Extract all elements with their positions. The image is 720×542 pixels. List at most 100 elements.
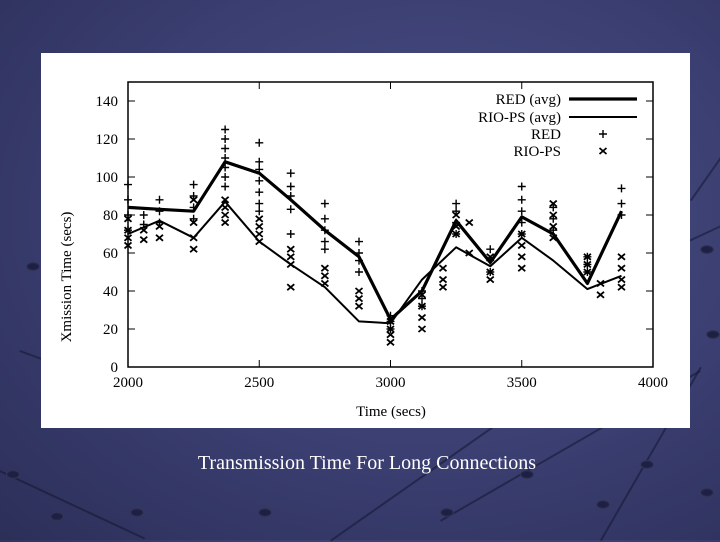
rio-ps-data-point [123,241,133,250]
rio-ps-data-point [598,147,608,155]
y-tick-label: 140 [96,94,119,110]
rio-ps-data-point [386,338,395,346]
rio-ps-data-point [438,283,448,291]
background-line [690,101,720,202]
y-tick-label: 20 [103,322,118,338]
background-dot [700,245,714,254]
rio-ps-data-point [155,222,164,231]
rio-ps-data-point [417,302,427,310]
rio-ps-data-point [617,283,626,291]
series-lines [127,160,623,325]
red-data-point [286,230,295,238]
red-data-point [286,182,295,191]
rio-ps-data-point [286,283,295,291]
red-data-point [286,169,295,178]
red-data-point [255,199,264,208]
red-data-point [517,195,526,204]
rio-ps-data-point [583,268,592,276]
red-data-point [286,205,295,214]
legend-label: RED (avg) [496,92,561,108]
rio-ps-data-point [139,236,148,244]
rio-ps-data-point [221,211,230,219]
background-dot [258,508,272,517]
rio-ps-data-point [517,253,526,261]
y-tick-label: 100 [96,170,119,186]
rio-ps-data-point [452,230,461,238]
legend-label: RED [531,127,561,143]
red-data-point [255,157,264,166]
rio-ps-data-point [189,245,198,253]
legend-label: RIO-PS [513,144,561,160]
rio-ps-data-point [438,275,448,284]
red-data-point [221,182,230,191]
rio-ps-data-point [386,331,395,339]
rio-ps-data-point [517,241,526,250]
rio-ps-data-point [465,218,474,227]
rio-ps-data-point [486,268,495,276]
red-data-point [124,195,132,204]
rio-ps-data-point [549,222,558,231]
rio-ps-data-point [221,196,230,204]
red-data-point [255,207,264,216]
rio-ps-data-point [123,234,133,242]
rio-ps-data-point [417,313,427,322]
red-data-point [124,180,132,189]
rio-ps-data-point [417,325,427,333]
red-data-point [320,245,329,254]
background-dot [26,262,40,271]
background-dot [520,470,534,479]
rio-ps-data-point [320,264,329,272]
rio-ps-data-point [354,287,364,295]
red-data-point [221,125,230,134]
rio-ps-data-point [549,211,558,219]
y-axis-label: Xmission Time (secs) [59,212,75,343]
red-data-point [517,182,526,191]
rio-ps-data-point [320,272,329,280]
x-tick-label: 2000 [113,375,143,391]
background-dot [640,460,654,469]
rio-ps-data-point [354,294,364,303]
rio-ps-data-point [583,260,592,269]
y-tick-label: 40 [103,284,118,300]
rio-ps-data-point [286,245,295,253]
y-tick-label: 0 [111,360,119,376]
red-data-point [355,237,363,246]
red-data-point [139,211,148,219]
slide-caption: Transmission Time For Long Connections [197,452,537,474]
background-dot [706,330,720,339]
background-dot [50,512,64,521]
background-dot [700,488,714,497]
red-data-point [486,245,495,254]
rio-ps-data-point [255,230,264,238]
red-data-point [355,268,363,276]
rio-ps-avg-line [127,200,622,325]
red-data-point [221,135,230,143]
y-tick-label: 80 [103,208,118,224]
red-data-point [221,144,230,153]
rio-ps-data-point [255,222,264,231]
background-dot [6,470,20,479]
background-dot [440,508,454,517]
red-avg-line [127,160,623,322]
red-data-point [320,237,329,246]
red-data-point [617,199,626,208]
rio-ps-data-point [123,215,133,223]
red-data-point [255,176,264,185]
y-tick-label: 120 [96,132,119,148]
red-data-point [189,180,198,189]
red-data-point [599,130,607,138]
x-tick-label: 4000 [638,375,668,391]
red-data-point [155,195,164,204]
rio-ps-data-point [486,275,495,284]
rio-ps-data-point [221,218,230,227]
background-dot [596,500,610,509]
red-data-point [452,199,461,208]
red-data-point [320,199,329,208]
rio-ps-data-point [189,196,198,204]
rio-ps-data-point [517,230,526,238]
rio-ps-data-point [452,211,461,219]
rio-ps-data-point [596,291,605,299]
y-tick-label: 60 [103,246,118,262]
